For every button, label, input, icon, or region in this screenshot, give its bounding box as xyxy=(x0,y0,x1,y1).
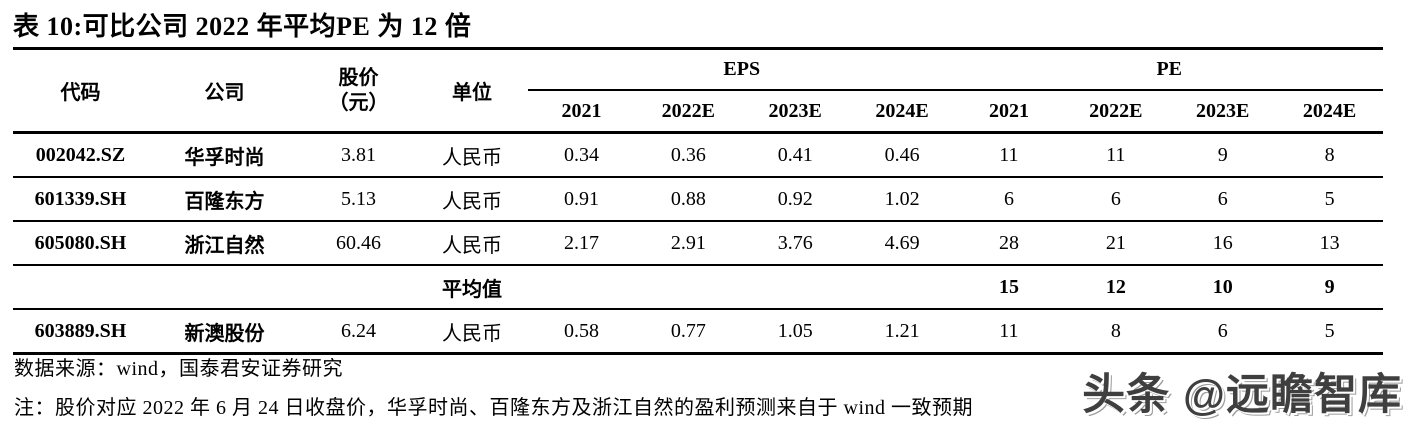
group-header-pe: PE xyxy=(955,48,1383,91)
pe-2021: 28 xyxy=(955,221,1063,266)
table-row-zhejiang-natural: 605080.SH 浙江自然 60.46 人民币 2.17 2.91 3.76 … xyxy=(13,221,1383,266)
company-name: 百隆东方 xyxy=(148,177,301,222)
pe-2024e: 5 xyxy=(1276,309,1383,355)
eps-2023e: 3.76 xyxy=(741,221,849,266)
footnote-line: 注：股价对应 2022 年 6 月 24 日收盘价，华孚时尚、百隆东方及浙江自然… xyxy=(14,397,973,419)
eps-2022e: 2.91 xyxy=(634,221,742,266)
pe-2021: 6 xyxy=(955,177,1063,222)
eps-2024e: 4.69 xyxy=(848,221,956,266)
stock-code: 002042.SZ xyxy=(13,132,148,178)
empty-cell xyxy=(301,265,416,310)
eps-2022e: 0.77 xyxy=(634,309,742,355)
pe-2021: 11 xyxy=(955,132,1063,178)
avg-pe-2022e: 12 xyxy=(1062,265,1170,310)
stock-price: 5.13 xyxy=(301,177,416,222)
year-header-eps-2021: 2021 xyxy=(528,90,635,134)
stock-price: 60.46 xyxy=(301,221,416,266)
eps-2023e: 0.92 xyxy=(741,177,849,222)
empty-cell xyxy=(848,265,956,310)
pe-2024e: 5 xyxy=(1276,177,1383,222)
comparable-companies-table: 代码 公司 股价 （元） 单位 EPS PE 2021 2022E 2023E … xyxy=(13,47,1383,355)
currency-unit: 人民币 xyxy=(416,132,528,178)
table-body: 002042.SZ 华孚时尚 3.81 人民币 0.34 0.36 0.41 0… xyxy=(13,132,1383,355)
eps-2023e: 0.41 xyxy=(741,132,849,178)
eps-2021: 2.17 xyxy=(528,221,635,266)
table-row-xinao: 603889.SH 新澳股份 6.24 人民币 0.58 0.77 1.05 1… xyxy=(13,309,1383,355)
avg-pe-2024e: 9 xyxy=(1276,265,1383,310)
pe-2022e: 21 xyxy=(1062,221,1170,266)
pe-2022e: 8 xyxy=(1062,309,1170,355)
eps-2021: 0.91 xyxy=(528,177,635,222)
eps-2024e: 1.02 xyxy=(848,177,956,222)
stock-code: 605080.SH xyxy=(13,221,148,266)
avg-pe-2021: 15 xyxy=(955,265,1063,310)
header-row-groups: 代码 公司 股价 （元） 单位 EPS PE xyxy=(13,48,1383,134)
year-header-pe-2021: 2021 xyxy=(955,90,1063,134)
pe-2021: 11 xyxy=(955,309,1063,355)
currency-unit: 人民币 xyxy=(416,221,528,266)
table-row-bailong: 601339.SH 百隆东方 5.13 人民币 0.91 0.88 0.92 1… xyxy=(13,177,1383,222)
empty-cell xyxy=(741,265,849,310)
company-name: 新澳股份 xyxy=(148,309,301,355)
average-label: 平均值 xyxy=(416,265,528,310)
year-header-eps-2022e: 2022E xyxy=(634,90,742,134)
stock-code: 601339.SH xyxy=(13,177,148,222)
col-header-company: 公司 xyxy=(148,48,301,134)
currency-unit: 人民币 xyxy=(416,309,528,355)
year-header-pe-2024e: 2024E xyxy=(1276,90,1383,134)
year-header-pe-2023e: 2023E xyxy=(1169,90,1277,134)
col-header-code: 代码 xyxy=(13,48,148,134)
empty-cell xyxy=(528,265,635,310)
empty-cell xyxy=(148,265,301,310)
eps-2022e: 0.88 xyxy=(634,177,742,222)
watermark-toutiao-yuanzhan: 头条 @远瞻智库 xyxy=(1082,371,1402,419)
table-row-average: 平均值 15 12 10 9 xyxy=(13,265,1383,310)
table-row-huafu: 002042.SZ 华孚时尚 3.81 人民币 0.34 0.36 0.41 0… xyxy=(13,132,1383,178)
col-header-unit: 单位 xyxy=(416,48,528,134)
year-header-eps-2024e: 2024E xyxy=(848,90,956,134)
stock-code: 603889.SH xyxy=(13,309,148,355)
empty-cell xyxy=(634,265,742,310)
company-name: 浙江自然 xyxy=(148,221,301,266)
year-header-eps-2023e: 2023E xyxy=(741,90,849,134)
data-source-line: 数据来源：wind，国泰君安证券研究 xyxy=(14,358,343,380)
pe-2023e: 6 xyxy=(1169,309,1277,355)
pe-2022e: 11 xyxy=(1062,132,1170,178)
eps-2024e: 1.21 xyxy=(848,309,956,355)
empty-cell xyxy=(13,265,148,310)
header-row-years: 2021 2022E 2023E 2024E 2021 2022E 2023E … xyxy=(13,90,1383,134)
stock-price: 3.81 xyxy=(301,132,416,178)
eps-2023e: 1.05 xyxy=(741,309,849,355)
pe-2023e: 9 xyxy=(1169,132,1277,178)
company-name: 华孚时尚 xyxy=(148,132,301,178)
col-header-price: 股价 （元） xyxy=(301,48,416,134)
eps-2021: 0.58 xyxy=(528,309,635,355)
eps-2024e: 0.46 xyxy=(848,132,956,178)
eps-2021: 0.34 xyxy=(528,132,635,178)
group-header-eps: EPS xyxy=(528,48,956,91)
table-title: 表 10:可比公司 2022 年平均PE 为 12 倍 xyxy=(13,12,472,41)
pe-2023e: 16 xyxy=(1169,221,1277,266)
eps-2022e: 0.36 xyxy=(634,132,742,178)
pe-2024e: 13 xyxy=(1276,221,1383,266)
stock-price: 6.24 xyxy=(301,309,416,355)
currency-unit: 人民币 xyxy=(416,177,528,222)
price-header-line2: （元） xyxy=(328,91,389,114)
price-header-line1: 股价 xyxy=(338,66,379,89)
avg-pe-2023e: 10 xyxy=(1169,265,1277,310)
pe-2022e: 6 xyxy=(1062,177,1170,222)
year-header-pe-2022e: 2022E xyxy=(1062,90,1170,134)
pe-2023e: 6 xyxy=(1169,177,1277,222)
table-header: 代码 公司 股价 （元） 单位 EPS PE 2021 2022E 2023E … xyxy=(13,48,1383,134)
pe-2024e: 8 xyxy=(1276,132,1383,178)
